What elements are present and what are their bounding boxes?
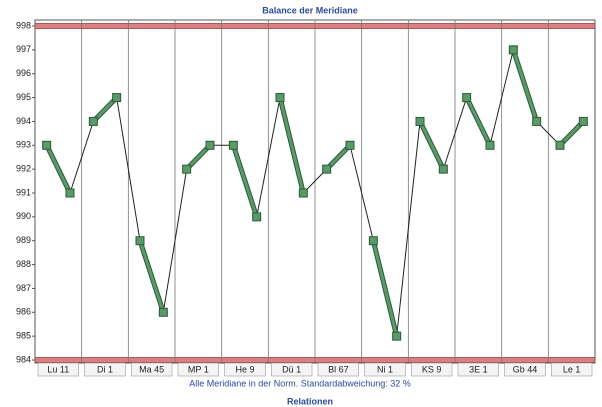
y-tick-label: 987	[16, 283, 31, 293]
category-box	[37, 362, 79, 377]
y-tick-label: 989	[16, 235, 31, 245]
x-tick-label: Ni 1	[377, 364, 393, 374]
point	[252, 212, 262, 222]
category-box	[551, 362, 593, 377]
connector	[162, 169, 188, 313]
next-title: Relationen	[287, 396, 333, 406]
pair-line-inner	[511, 49, 539, 122]
y-tick-label: 993	[16, 140, 31, 150]
point	[578, 116, 588, 126]
point	[345, 140, 355, 150]
x-tick-label: Le 1	[563, 364, 581, 374]
point	[65, 188, 75, 198]
x-tick-label: Dü 1	[282, 364, 301, 374]
pair-line-inner	[231, 144, 259, 218]
category-box	[504, 362, 546, 377]
point	[322, 164, 332, 174]
pair-line-inner	[371, 240, 399, 337]
category-box	[364, 362, 406, 377]
category-box	[457, 362, 499, 377]
y-tick-label: 992	[16, 164, 31, 174]
category-box	[131, 362, 173, 377]
point	[112, 93, 122, 103]
pair-line-inner	[418, 120, 445, 170]
point	[508, 45, 518, 55]
connector	[349, 145, 374, 241]
point	[368, 236, 378, 246]
point	[485, 140, 495, 150]
y-tick-label: 996	[16, 68, 31, 78]
category-box	[224, 362, 266, 377]
point	[415, 116, 425, 126]
x-tick-label: Lu 11	[47, 364, 69, 374]
y-tick-label: 984	[16, 354, 31, 364]
y-tick-label: 990	[16, 211, 31, 221]
connector	[256, 97, 281, 217]
connector	[442, 97, 468, 170]
point	[88, 116, 98, 126]
y-tick-label: 986	[16, 307, 31, 317]
x-tick-label: Gb 44	[513, 364, 538, 374]
point	[135, 236, 145, 246]
x-tick-label: He 9	[235, 364, 254, 374]
category-box	[177, 362, 219, 377]
x-tick-label: Di 1	[97, 364, 113, 374]
category-box	[84, 362, 126, 377]
y-tick-label: 995	[16, 92, 31, 102]
connector	[116, 97, 141, 241]
category-box	[271, 362, 313, 377]
y-tick-label: 988	[16, 259, 31, 269]
pair-line-inner	[278, 97, 305, 194]
x-tick-label: KS 9	[422, 364, 442, 374]
y-tick-label: 998	[16, 20, 31, 30]
pair-line-inner	[465, 96, 492, 146]
category-box	[317, 362, 359, 377]
x-tick-label: Ma 45	[139, 364, 164, 374]
point	[438, 164, 448, 174]
footnote: Alle Meridiane in der Norm. Standardabwe…	[189, 378, 411, 388]
point	[462, 93, 472, 103]
point	[182, 164, 192, 174]
pair-line-inner	[45, 144, 72, 194]
point	[555, 140, 565, 150]
y-tick-label: 991	[16, 187, 31, 197]
point	[205, 140, 215, 150]
x-tick-label: 3E 1	[469, 364, 488, 374]
point	[298, 188, 308, 198]
x-tick-label: MP 1	[188, 364, 209, 374]
y-tick-label: 985	[16, 331, 31, 341]
point	[275, 93, 285, 103]
point	[42, 140, 52, 150]
pair-line-inner	[138, 240, 165, 313]
point	[228, 140, 238, 150]
point	[158, 307, 168, 317]
connector	[69, 121, 94, 194]
y-tick-label: 994	[16, 116, 31, 126]
category-box	[411, 362, 453, 377]
x-tick-label: Bl 67	[328, 364, 349, 374]
chart-title: Balance der Meridiane	[262, 5, 358, 15]
connector	[396, 121, 421, 337]
connector	[489, 49, 514, 146]
point	[392, 331, 402, 341]
point	[532, 116, 542, 126]
y-tick-label: 997	[16, 44, 31, 54]
